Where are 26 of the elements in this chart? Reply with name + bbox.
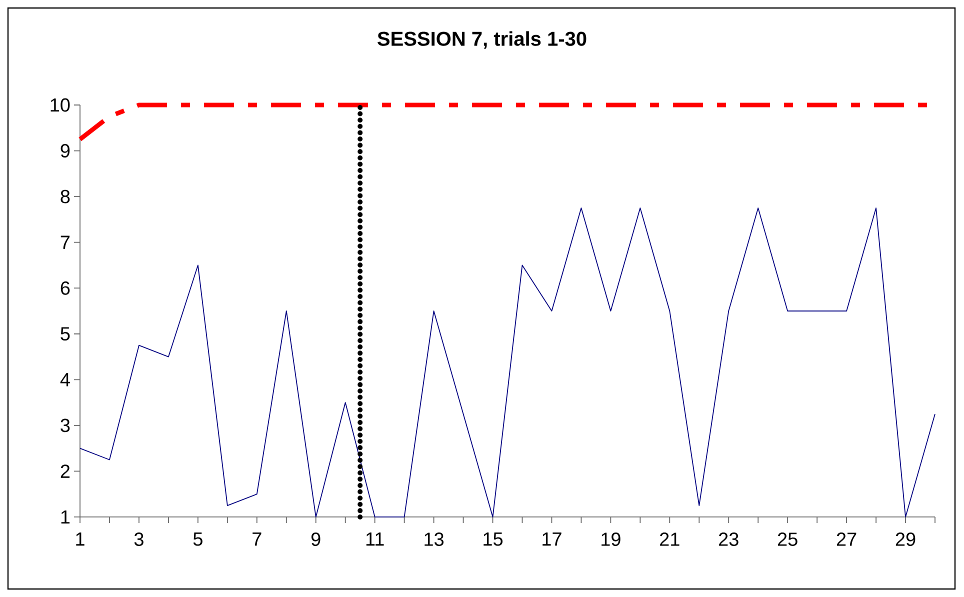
- x-tick-label: 13: [424, 532, 444, 546]
- x-tick-label: 15: [484, 532, 503, 546]
- x-tick-label: 21: [660, 532, 680, 546]
- x-tick-label: 27: [836, 532, 856, 546]
- x-tick-label: 23: [719, 532, 738, 546]
- x-tick-label: 5: [193, 532, 202, 546]
- x-tick-label: 19: [602, 532, 620, 546]
- y-tick-label: 4: [60, 373, 70, 386]
- y-tick-label: 10: [50, 98, 70, 112]
- x-tick-label: 3: [134, 532, 144, 546]
- y-tick-label: 6: [60, 281, 70, 295]
- y-tick-label: 9: [60, 144, 70, 158]
- y-tick-label: 8: [60, 190, 70, 204]
- y-tick-label: 7: [60, 236, 70, 249]
- y-tick-label: 3: [60, 418, 70, 432]
- x-tick-label: 11: [366, 532, 384, 546]
- x-tick-label: 25: [778, 532, 798, 546]
- x-tick-label: 1: [76, 532, 84, 546]
- y-tick-label: 2: [60, 464, 70, 478]
- chart-title: SESSION 7, trials 1-30: [378, 31, 586, 49]
- y-tick-label: 5: [60, 327, 70, 341]
- x-tick-label: 17: [542, 532, 562, 546]
- y-tick-label: 1: [61, 510, 70, 524]
- x-tick-label: 29: [896, 532, 916, 546]
- x-tick-label: 9: [311, 532, 320, 546]
- x-tick-label: 7: [252, 532, 262, 546]
